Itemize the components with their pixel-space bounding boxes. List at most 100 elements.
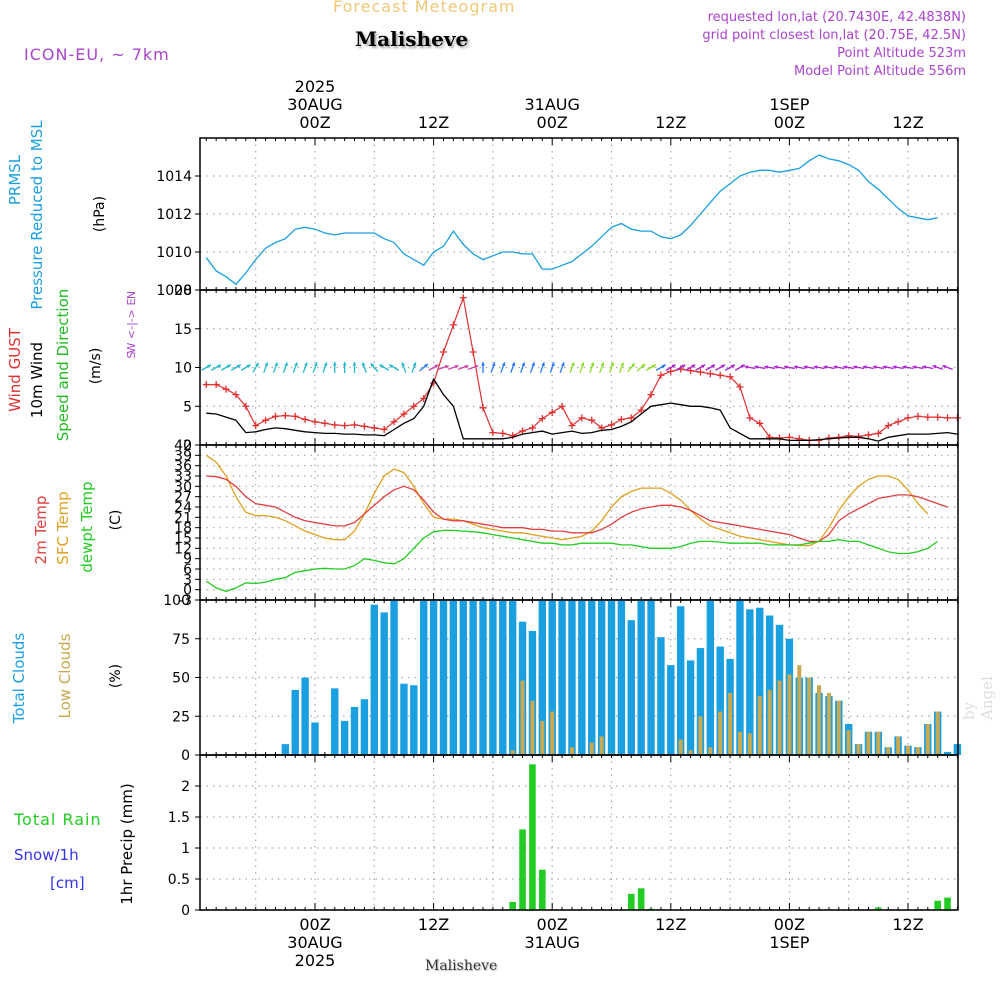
t2m-line xyxy=(206,475,948,543)
low-cloud-bar xyxy=(797,665,802,755)
wind-direction-arrow xyxy=(922,365,934,370)
low-cloud-bar xyxy=(530,700,535,755)
total-cloud-bar xyxy=(479,600,487,755)
total-cloud-bar xyxy=(637,600,645,755)
wind-direction-arrow xyxy=(744,365,756,370)
dewpt-line xyxy=(205,529,938,593)
total-cloud-bar xyxy=(667,665,675,755)
wind-direction-arrow xyxy=(510,362,516,373)
low-cloud-bar xyxy=(599,736,604,755)
wind-direction-arrow xyxy=(438,365,449,370)
low-cloud-bar xyxy=(767,689,772,755)
wind-direction-arrow xyxy=(853,365,865,370)
y-tick-label: 15 xyxy=(174,531,192,547)
gust-marker xyxy=(449,321,457,329)
low-cloud-bar xyxy=(777,680,782,755)
y-tick-label: 1012 xyxy=(156,207,192,223)
gust-marker xyxy=(499,429,507,437)
wind-direction-arrow xyxy=(734,364,746,371)
wind-direction-arrow xyxy=(457,365,469,370)
gust-marker xyxy=(222,385,230,393)
label-sfc-temp: SFC Temp xyxy=(54,491,72,564)
y-tick-label: 1.5 xyxy=(168,810,190,826)
total-cloud-bar xyxy=(340,720,349,755)
low-cloud-bar xyxy=(757,696,762,755)
label-total-rain: Total Rain xyxy=(13,810,102,829)
wind-direction-arrow xyxy=(379,364,390,371)
gust-marker xyxy=(262,416,270,424)
y-tick-label: 42 xyxy=(174,438,192,454)
low-cloud-bar xyxy=(807,677,812,755)
gust-marker xyxy=(568,422,576,430)
wind-direction-arrow xyxy=(589,362,595,373)
gust-marker xyxy=(904,414,912,422)
total-cloud-bar xyxy=(528,631,537,755)
total-cloud-bar xyxy=(716,646,724,755)
total-cloud-bar xyxy=(410,685,418,755)
total-cloud-bar xyxy=(627,620,635,755)
wind-direction-arrow xyxy=(539,362,545,373)
gust-marker xyxy=(914,412,922,420)
wind-direction-arrow xyxy=(754,365,766,370)
bottom-time-label: 00Z xyxy=(537,915,568,934)
gust-marker xyxy=(924,413,932,421)
low-cloud-bar xyxy=(589,742,594,755)
low-cloud-bar xyxy=(609,753,614,755)
point-altitude: Point Altitude 523m xyxy=(837,46,966,61)
low-cloud-bar xyxy=(787,674,792,755)
gust-marker xyxy=(637,406,645,414)
gust-marker xyxy=(400,410,408,418)
y-tick-label: 39 xyxy=(174,448,192,464)
y-tick-label: 5 xyxy=(183,399,192,415)
gust-marker xyxy=(301,415,309,423)
gust-marker xyxy=(944,414,952,422)
rain-bar xyxy=(519,829,526,910)
y-tick-label: 21 xyxy=(174,510,192,526)
pressure-line xyxy=(205,154,938,286)
y-tick-label: 0 xyxy=(183,583,192,599)
gust-marker xyxy=(766,433,774,441)
bottom-time-label: 12Z xyxy=(892,915,923,934)
gust-marker xyxy=(439,348,447,356)
label-10m-wind: 10m Wind xyxy=(28,342,46,418)
gust-marker xyxy=(252,422,260,430)
label-celsius: (C) xyxy=(108,510,124,531)
total-cloud-bar xyxy=(449,600,458,755)
gust-marker xyxy=(588,416,596,424)
y-tick-label: 30 xyxy=(174,479,192,495)
panel-1-grid: 0 5 10 15 20 xyxy=(174,283,958,454)
wind-direction-arrow xyxy=(342,362,347,373)
label-dewpt-temp: dewpt Temp xyxy=(78,481,96,572)
wind-direction-arrow xyxy=(685,364,696,371)
compass-s: S xyxy=(125,351,138,358)
wind-direction-arrow xyxy=(675,364,686,371)
wind-direction-arrow xyxy=(609,362,614,373)
gust-marker xyxy=(874,429,882,437)
wind-direction-arrow xyxy=(803,365,815,370)
gust-marker xyxy=(360,422,368,430)
wind-direction-arrow xyxy=(764,365,776,370)
low-cloud-bar xyxy=(728,693,733,755)
top-time-label: 12Z xyxy=(892,113,923,132)
wind-direction-arrow xyxy=(783,365,795,370)
gust-marker xyxy=(756,419,764,427)
gust-marker xyxy=(934,413,942,421)
total-cloud-bar xyxy=(311,722,319,755)
wind-direction-arrow xyxy=(695,364,706,371)
y-tick-label: 1008 xyxy=(156,283,192,299)
low-cloud-bar xyxy=(708,747,713,755)
total-cloud-bar xyxy=(676,606,685,755)
low-cloud-bar xyxy=(688,750,693,755)
gust-marker xyxy=(785,433,793,441)
gust-marker xyxy=(746,414,754,422)
gust-marker xyxy=(776,434,784,442)
y-tick-label: 36 xyxy=(174,459,192,475)
y-tick-label: 1 xyxy=(181,841,190,857)
total-cloud-bar xyxy=(489,600,497,755)
wind-direction-arrow xyxy=(912,365,924,370)
gust-marker xyxy=(667,367,675,375)
gust-marker xyxy=(410,402,418,410)
wind-compass: NW <-|-> ES xyxy=(125,291,138,359)
low-cloud-bar xyxy=(876,731,881,755)
